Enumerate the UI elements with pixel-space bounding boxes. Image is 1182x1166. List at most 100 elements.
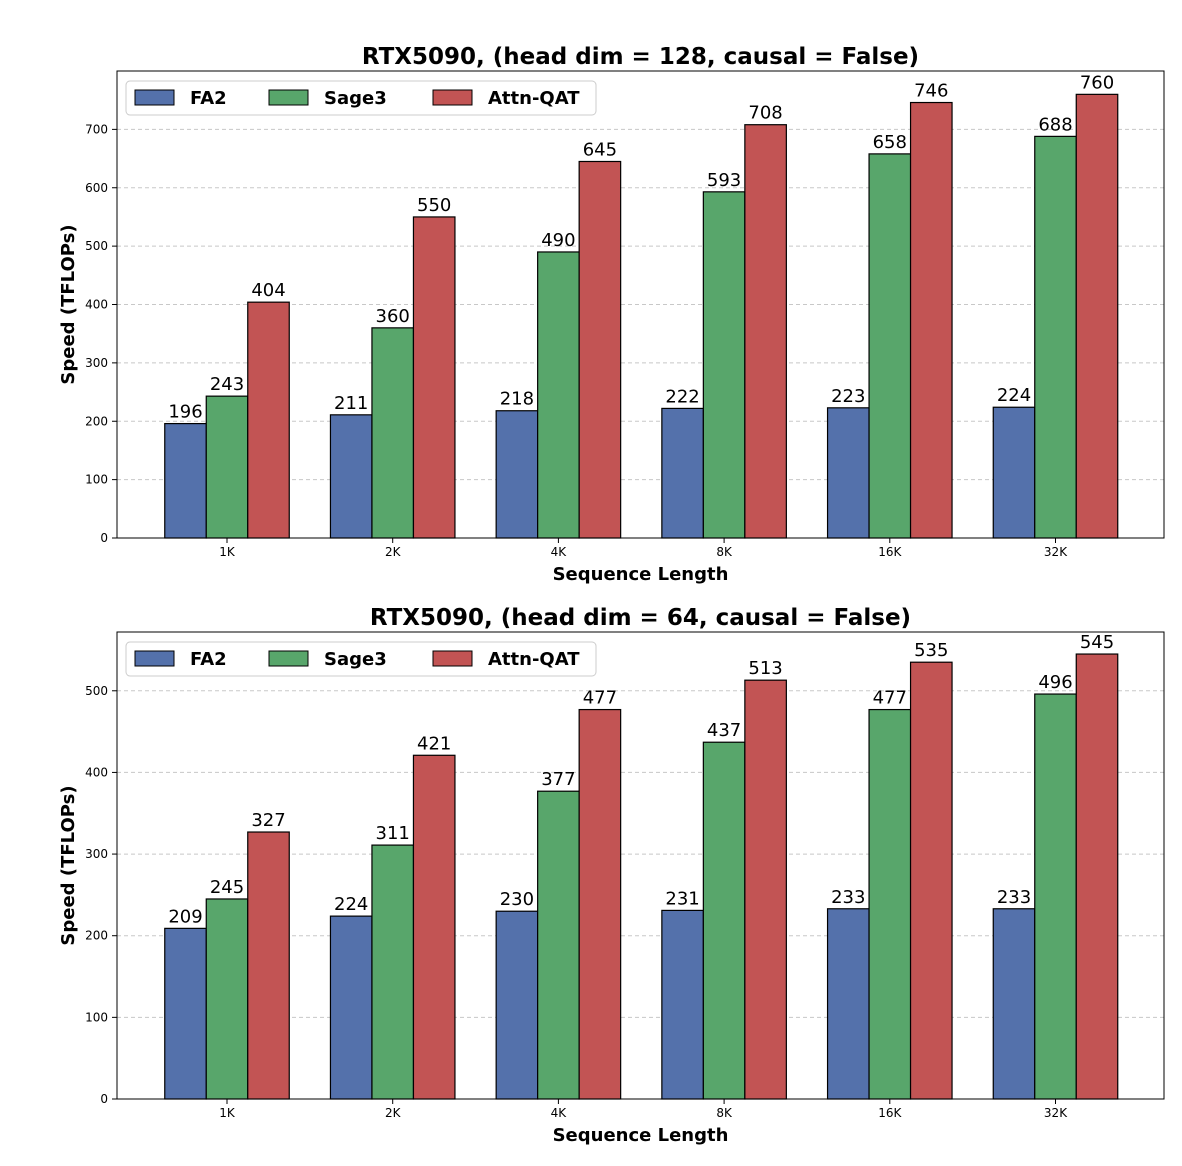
data-label: 545 [1080,632,1114,653]
bar-fa2-16k [826,908,870,1100]
x-tick-label: 4K [551,545,568,559]
bar-attn-qat-2k [412,754,456,1100]
y-tick-label: 100 [85,1010,108,1024]
data-label: 496 [1038,672,1072,693]
data-label: 688 [1038,114,1072,135]
legend-label-attn-qat: Attn-QAT [488,649,580,670]
data-label: 550 [417,195,451,216]
bar-sage3-16k [868,153,912,539]
bar-sage3-1k [205,395,249,539]
data-label: 211 [334,393,368,414]
x-tick-label: 32K [1044,545,1068,559]
data-label: 513 [748,658,782,679]
legend-box [125,641,597,677]
chart-panel-1: 196 211 218 222 223 224 243 360 490 593 658 688 404 5… [58,44,1165,585]
x-tick-label: 1K [219,1106,236,1120]
y-tick-label: 400 [85,765,108,779]
bar-attn-qat-1k [247,301,290,539]
x-tick-label: 16K [878,1106,902,1120]
bar-fa2-4k [495,910,539,1100]
legend: FA2 Sage3 Attn-QAT [125,641,597,677]
x-tick-label: 1K [219,545,236,559]
y-tick-label: 0 [100,531,108,545]
bar-sage3-8k [702,191,746,539]
y-tick-label: 200 [85,929,108,943]
y-tick-label: 500 [85,684,108,698]
x-axis-label: Sequence Length [553,1125,729,1146]
x-tick-label: 32K [1044,1106,1068,1120]
data-label: 231 [665,888,699,909]
bar-sage3-1k [205,898,249,1100]
data-label: 223 [831,386,865,407]
data-label: 233 [997,887,1031,908]
chart-title: RTX5090, (head dim = 128, causal = False… [362,44,919,70]
data-label: 327 [251,810,285,831]
legend: FA2 Sage3 Attn-QAT [125,80,597,116]
bar-sage3-4k [537,790,580,1100]
bar-sage3-2k [371,844,415,1100]
data-label: 477 [873,688,907,709]
x-axis-label: Sequence Length [553,564,729,585]
data-label: 230 [500,889,534,910]
legend-swatch-attn-qat [432,89,473,106]
chart-panel-2: 209 224 230 231 233 233 245 311 377 437 477 496 327 4… [58,605,1165,1146]
bar-fa2-4k [495,410,539,539]
legend-swatch-sage3 [268,89,309,106]
bar-sage3-32k [1034,693,1077,1100]
bar-fa2-8k [661,407,704,539]
data-label: 196 [168,402,202,423]
bar-attn-qat-2k [412,216,456,539]
legend-box [125,80,597,116]
data-label: 437 [707,720,741,741]
data-label: 218 [500,389,534,410]
data-label: 209 [168,906,202,927]
legend-swatch-fa2 [134,650,175,667]
y-tick-label: 300 [85,356,108,370]
x-tick-label: 8K [716,1106,733,1120]
bar-fa2-16k [826,407,870,539]
bar-attn-qat-16k [909,661,953,1100]
chart-title: RTX5090, (head dim = 64, causal = False) [370,605,911,631]
bar-sage3-32k [1034,135,1077,539]
y-tick-label: 700 [85,122,108,136]
data-label: 746 [914,81,948,102]
legend-swatch-fa2 [134,89,175,106]
bar-fa2-32k [992,908,1036,1100]
y-tick-label: 200 [85,414,108,428]
data-label: 233 [831,887,865,908]
bar-fa2-1k [164,927,207,1100]
legend-label-sage3: Sage3 [324,88,387,109]
x-tick-label: 8K [716,545,733,559]
data-label: 224 [334,894,368,915]
bar-attn-qat-8k [744,679,787,1100]
bar-fa2-2k [329,414,373,539]
data-label: 377 [541,769,575,790]
x-tick-label: 4K [551,1106,568,1120]
legend-label-fa2: FA2 [190,649,227,670]
data-label: 245 [210,877,244,898]
bar-attn-qat-4k [578,160,622,539]
legend-label-fa2: FA2 [190,88,227,109]
data-label: 760 [1080,72,1114,93]
bar-sage3-16k [868,708,912,1100]
legend-label-sage3: Sage3 [324,649,387,670]
y-axis-label: Speed (TFLOPs) [58,785,79,945]
bar-attn-qat-32k [1075,653,1119,1100]
bar-sage3-4k [537,251,580,539]
data-label: 708 [748,103,782,124]
bar-attn-qat-16k [909,101,953,539]
y-tick-label: 0 [100,1092,108,1106]
x-tick-label: 16K [878,545,902,559]
bar-sage3-2k [371,327,415,539]
plot-frame [116,631,1165,1100]
data-label: 535 [914,640,948,661]
bar-fa2-32k [992,406,1036,539]
bar-fa2-2k [329,915,373,1100]
legend-label-attn-qat: Attn-QAT [488,88,580,109]
y-axis-label: Speed (TFLOPs) [58,224,79,384]
data-label: 490 [541,230,575,251]
legend-swatch-attn-qat [432,650,473,667]
bar-fa2-1k [164,422,207,539]
data-label: 404 [251,280,285,301]
legend-swatch-sage3 [268,650,309,667]
